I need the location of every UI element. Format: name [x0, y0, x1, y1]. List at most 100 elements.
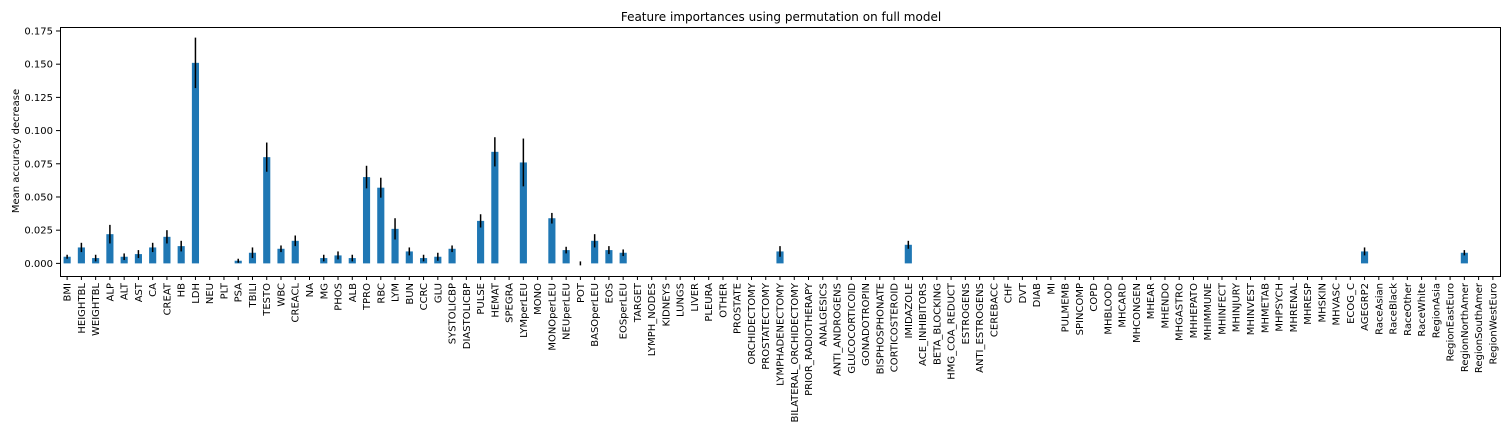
x-axis: BMI HEIGHTBL WEIGHTBL ALP ALT AST CA CREAT HB LDH…: [63, 276, 1499, 423]
x-tick-label: OTHER: [718, 283, 729, 318]
bar-lymphadenectomy: [776, 251, 784, 264]
x-tick-label: CCRC: [419, 283, 430, 310]
x-tick-label: MHPSYCH: [1275, 283, 1286, 332]
y-axis: 0.000 0.025 0.050 0.075 0.100 0.125 0.150 0.175: [24, 26, 60, 270]
x-tick-label: COPD: [1089, 283, 1100, 312]
bar-creacl: [291, 240, 299, 264]
y-tick-label: 0.000: [24, 259, 53, 270]
x-tick-label: MHIMMUNE: [1203, 283, 1214, 340]
x-tick-label: LYMperLEU: [519, 283, 530, 338]
x-tick-label: CEREBACC: [989, 283, 1000, 337]
x-tick-label: LIVER: [690, 283, 701, 312]
x-tick-label: PULSE: [476, 283, 487, 315]
x-tick-label: CA: [148, 283, 159, 297]
bar-hemat: [491, 151, 499, 264]
x-tick-label: MHENDO: [1160, 283, 1171, 329]
x-tick-label: MHCARD: [1118, 283, 1129, 328]
bar-monoperleu: [548, 218, 556, 264]
x-tick-label: LYMPH_NODES: [647, 283, 658, 356]
x-tick-label: ANALGESICS: [818, 283, 829, 346]
bar-testo: [263, 157, 271, 264]
x-tick-label: MHEAR: [1146, 283, 1157, 319]
bar-tpro: [362, 177, 371, 264]
x-tick-label: ACE_INHIBITORS: [918, 283, 929, 366]
bar-rbc: [377, 187, 385, 264]
y-tick-label: 0.125: [24, 93, 53, 104]
x-tick-label: IMIDAZOLE: [904, 283, 915, 339]
x-tick-label: PLEURA: [704, 283, 715, 322]
x-tick-label: RaceBlack: [1389, 283, 1400, 335]
x-tick-label: NA: [305, 283, 316, 297]
x-tick-label: SPINCOMP: [1075, 283, 1086, 335]
x-tick-label: CORTICOSTEROID: [890, 283, 901, 373]
x-tick-label: RegionWestEuro: [1488, 283, 1499, 364]
x-tick-label: PSA: [234, 283, 245, 303]
x-tick-label: CREACL: [291, 283, 302, 323]
x-tick-label: MHCONGEN: [1132, 283, 1143, 343]
bar-neuperleu: [562, 250, 570, 264]
x-tick-label: ANTI_ESTROGENS: [975, 283, 986, 373]
x-tick-label: TESTO: [262, 283, 273, 317]
bar-lym: [391, 228, 399, 264]
bar-alp: [106, 234, 114, 264]
bar-systolicbp: [448, 248, 456, 264]
x-tick-label: TBILI: [248, 283, 259, 308]
x-tick-label: MHGASTRO: [1175, 283, 1186, 341]
x-tick-label: TPRO: [362, 283, 373, 311]
bar-pulse: [477, 220, 485, 264]
x-tick-label: SYSTOLICBP: [448, 283, 459, 344]
x-tick-label: NEUperLEU: [562, 283, 573, 340]
x-tick-label: RBC: [376, 283, 387, 304]
x-tick-label: EOSperLEU: [619, 283, 630, 339]
x-tick-label: PROSTATECTOMY: [761, 282, 772, 370]
x-tick-label: MHVASC: [1332, 283, 1343, 326]
x-tick-label: LYMPHADENECTOMY: [776, 282, 787, 386]
bars-group: [63, 62, 1468, 264]
bar-imidazole: [904, 244, 912, 264]
x-tick-label: RegionNorthAmer: [1460, 282, 1471, 372]
error-bars-group: [66, 37, 1466, 266]
bar-lymperleu: [519, 162, 527, 264]
x-tick-label: MHBLOOD: [1103, 283, 1114, 335]
x-tick-label: RaceWhite: [1417, 283, 1428, 337]
x-tick-label: POT: [576, 282, 587, 303]
x-tick-label: ALP: [105, 283, 116, 301]
x-tick-label: MHSKIN: [1317, 283, 1328, 322]
bar-bmi: [63, 256, 71, 264]
x-tick-label: RaceAsian: [1374, 283, 1385, 335]
x-tick-label: BETA_BLOCKING: [932, 283, 943, 365]
x-tick-label: GLU: [433, 283, 444, 303]
y-axis-label: Mean accuracy decrease: [11, 89, 22, 213]
x-tick-label: EOS: [604, 283, 615, 304]
x-tick-label: MHINVEST: [1246, 282, 1257, 335]
bar-bun: [405, 251, 413, 264]
x-tick-label: BISPHOSPHONATE: [875, 283, 886, 374]
x-tick-label: CHF: [1004, 283, 1015, 304]
x-tick-label: MONO: [533, 283, 544, 315]
bar-regionnorthamer: [1460, 252, 1468, 264]
x-tick-label: MHINFECT: [1217, 282, 1228, 335]
x-tick-label: RegionAsia: [1431, 283, 1442, 338]
x-tick-label: MI: [1046, 283, 1057, 295]
x-tick-label: AGEGRP2: [1360, 283, 1371, 331]
x-tick-label: LUNGS: [676, 283, 687, 317]
bar-wbc: [277, 248, 285, 264]
x-tick-label: ALB: [348, 283, 359, 302]
bar-hb: [177, 246, 185, 264]
x-tick-label: DIASTOLICBP: [462, 283, 473, 349]
bar-ast: [134, 254, 142, 264]
x-tick-label: BUN: [405, 283, 416, 305]
y-tick-label: 0.025: [24, 226, 53, 237]
x-tick-label: SPEGRA: [505, 283, 516, 323]
x-tick-label: MG: [319, 283, 330, 299]
x-tick-label: GLUCOCORTICOID: [847, 283, 858, 374]
x-tick-label: PRIOR_RADIOTHERAPY: [804, 282, 815, 396]
x-tick-label: WEIGHTBL: [91, 283, 102, 336]
x-tick-label: GONADOTROPIN: [861, 283, 872, 366]
bar-ldh: [191, 62, 200, 264]
x-tick-label: BASOperLEU: [590, 283, 601, 347]
x-tick-label: ALT: [120, 282, 131, 300]
y-tick-label: 0.175: [24, 26, 53, 37]
chart-title: Feature importances using permutation on…: [621, 10, 941, 24]
